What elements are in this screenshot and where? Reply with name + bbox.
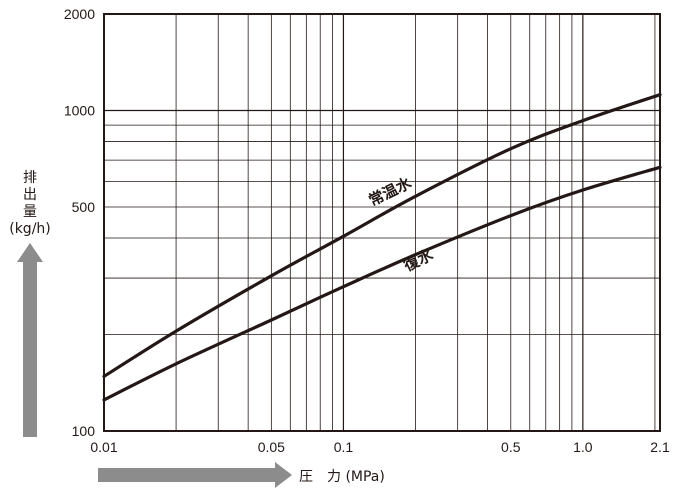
- x-tick-label: 2.1: [650, 439, 670, 455]
- y-axis-title: 排 出 量 (kg/h): [9, 170, 51, 237]
- y-tick-label: 100: [72, 423, 96, 439]
- x-axis-title: 圧 力 (MPa): [299, 469, 385, 485]
- series-line-1: [102, 93, 662, 378]
- y-tick-labels: 100 500 1000 2000: [64, 6, 95, 439]
- y-axis-title-line-2: 出: [23, 187, 37, 203]
- x-tick-label: 0.5: [501, 439, 521, 455]
- x-tick-labels: 0.01 0.05 0.1 0.5 1.0 2.1: [90, 439, 670, 455]
- x-tick-label: 1.0: [573, 439, 593, 455]
- x-tick-label: 0.1: [334, 439, 354, 455]
- grid-lines: [104, 14, 660, 431]
- y-tick-label: 1000: [64, 102, 95, 118]
- y-tick-label: 500: [72, 199, 96, 215]
- x-tick-label: 0.05: [258, 439, 285, 455]
- series-label-1: 常温水: [366, 173, 415, 209]
- series-lines: [102, 93, 662, 402]
- y-axis-arrow-icon: [17, 243, 43, 437]
- x-axis-arrow-icon: [98, 462, 292, 488]
- plot-frame: [103, 13, 661, 432]
- y-axis-title-line-1: 排: [23, 170, 37, 186]
- series-line-2: [102, 165, 662, 402]
- y-axis-title-line-3: 量: [23, 204, 37, 220]
- y-axis-title-line-4: (kg/h): [9, 221, 51, 237]
- series-label-2: 復水: [400, 245, 437, 275]
- x-tick-label: 0.01: [90, 439, 117, 455]
- y-tick-label: 2000: [64, 6, 95, 22]
